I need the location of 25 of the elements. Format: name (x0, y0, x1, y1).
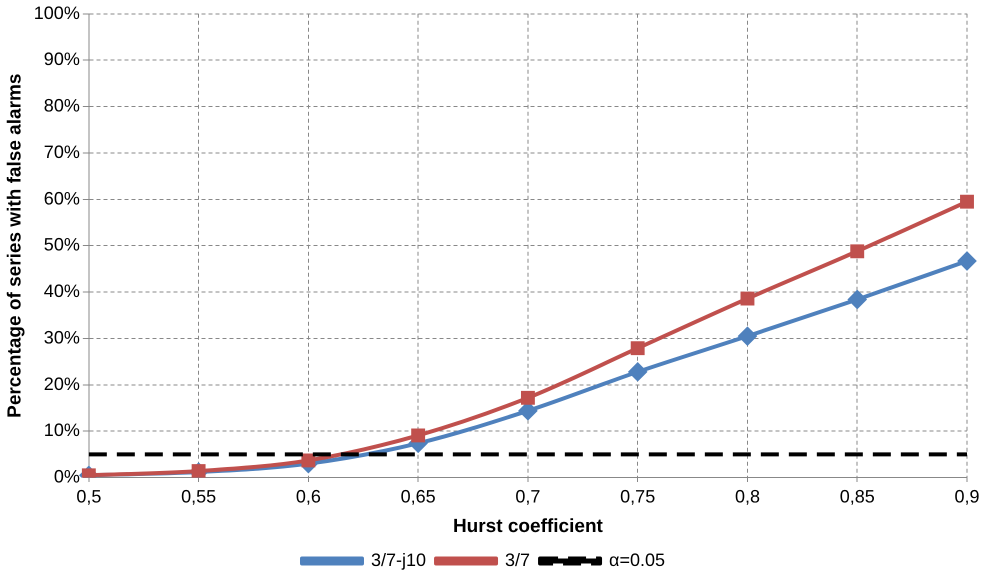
y-axis-title: Percentage of series with false alarms (4, 74, 26, 418)
y-tick-label: 30% (44, 327, 80, 348)
y-tick-label: 80% (44, 96, 80, 116)
y-tick-label: 40% (44, 281, 80, 302)
x-tick-label: 0,75 (620, 486, 656, 506)
x-tick-label: 0,85 (840, 486, 875, 506)
x-tick-label: 0,6 (296, 486, 321, 506)
y-tick-label: 50% (44, 234, 80, 255)
x-tick-label: 0,7 (515, 486, 540, 506)
legend-label: 3/7-j10 (370, 550, 426, 570)
x-tick-label: 0,65 (400, 486, 436, 506)
y-tick-label: 10% (44, 420, 80, 440)
x-axis-title: Hurst coefficient (452, 516, 604, 537)
x-tick-label: 0,8 (734, 486, 760, 506)
y-tick-label: 70% (44, 142, 80, 162)
y-tick-label: 60% (44, 188, 80, 208)
y-tick-label: 90% (44, 49, 80, 70)
y-tick-label: 20% (44, 374, 80, 394)
y-tick-label: 100% (34, 2, 80, 23)
x-tick-label: 0,55 (181, 486, 216, 506)
x-tick-label: 0,9 (954, 486, 980, 506)
y-tick-label: 0% (54, 466, 80, 487)
legend-label: α=0.05 (609, 550, 666, 570)
legend-label: 3/7 (505, 550, 530, 570)
x-tick-label: 0,5 (76, 486, 102, 506)
